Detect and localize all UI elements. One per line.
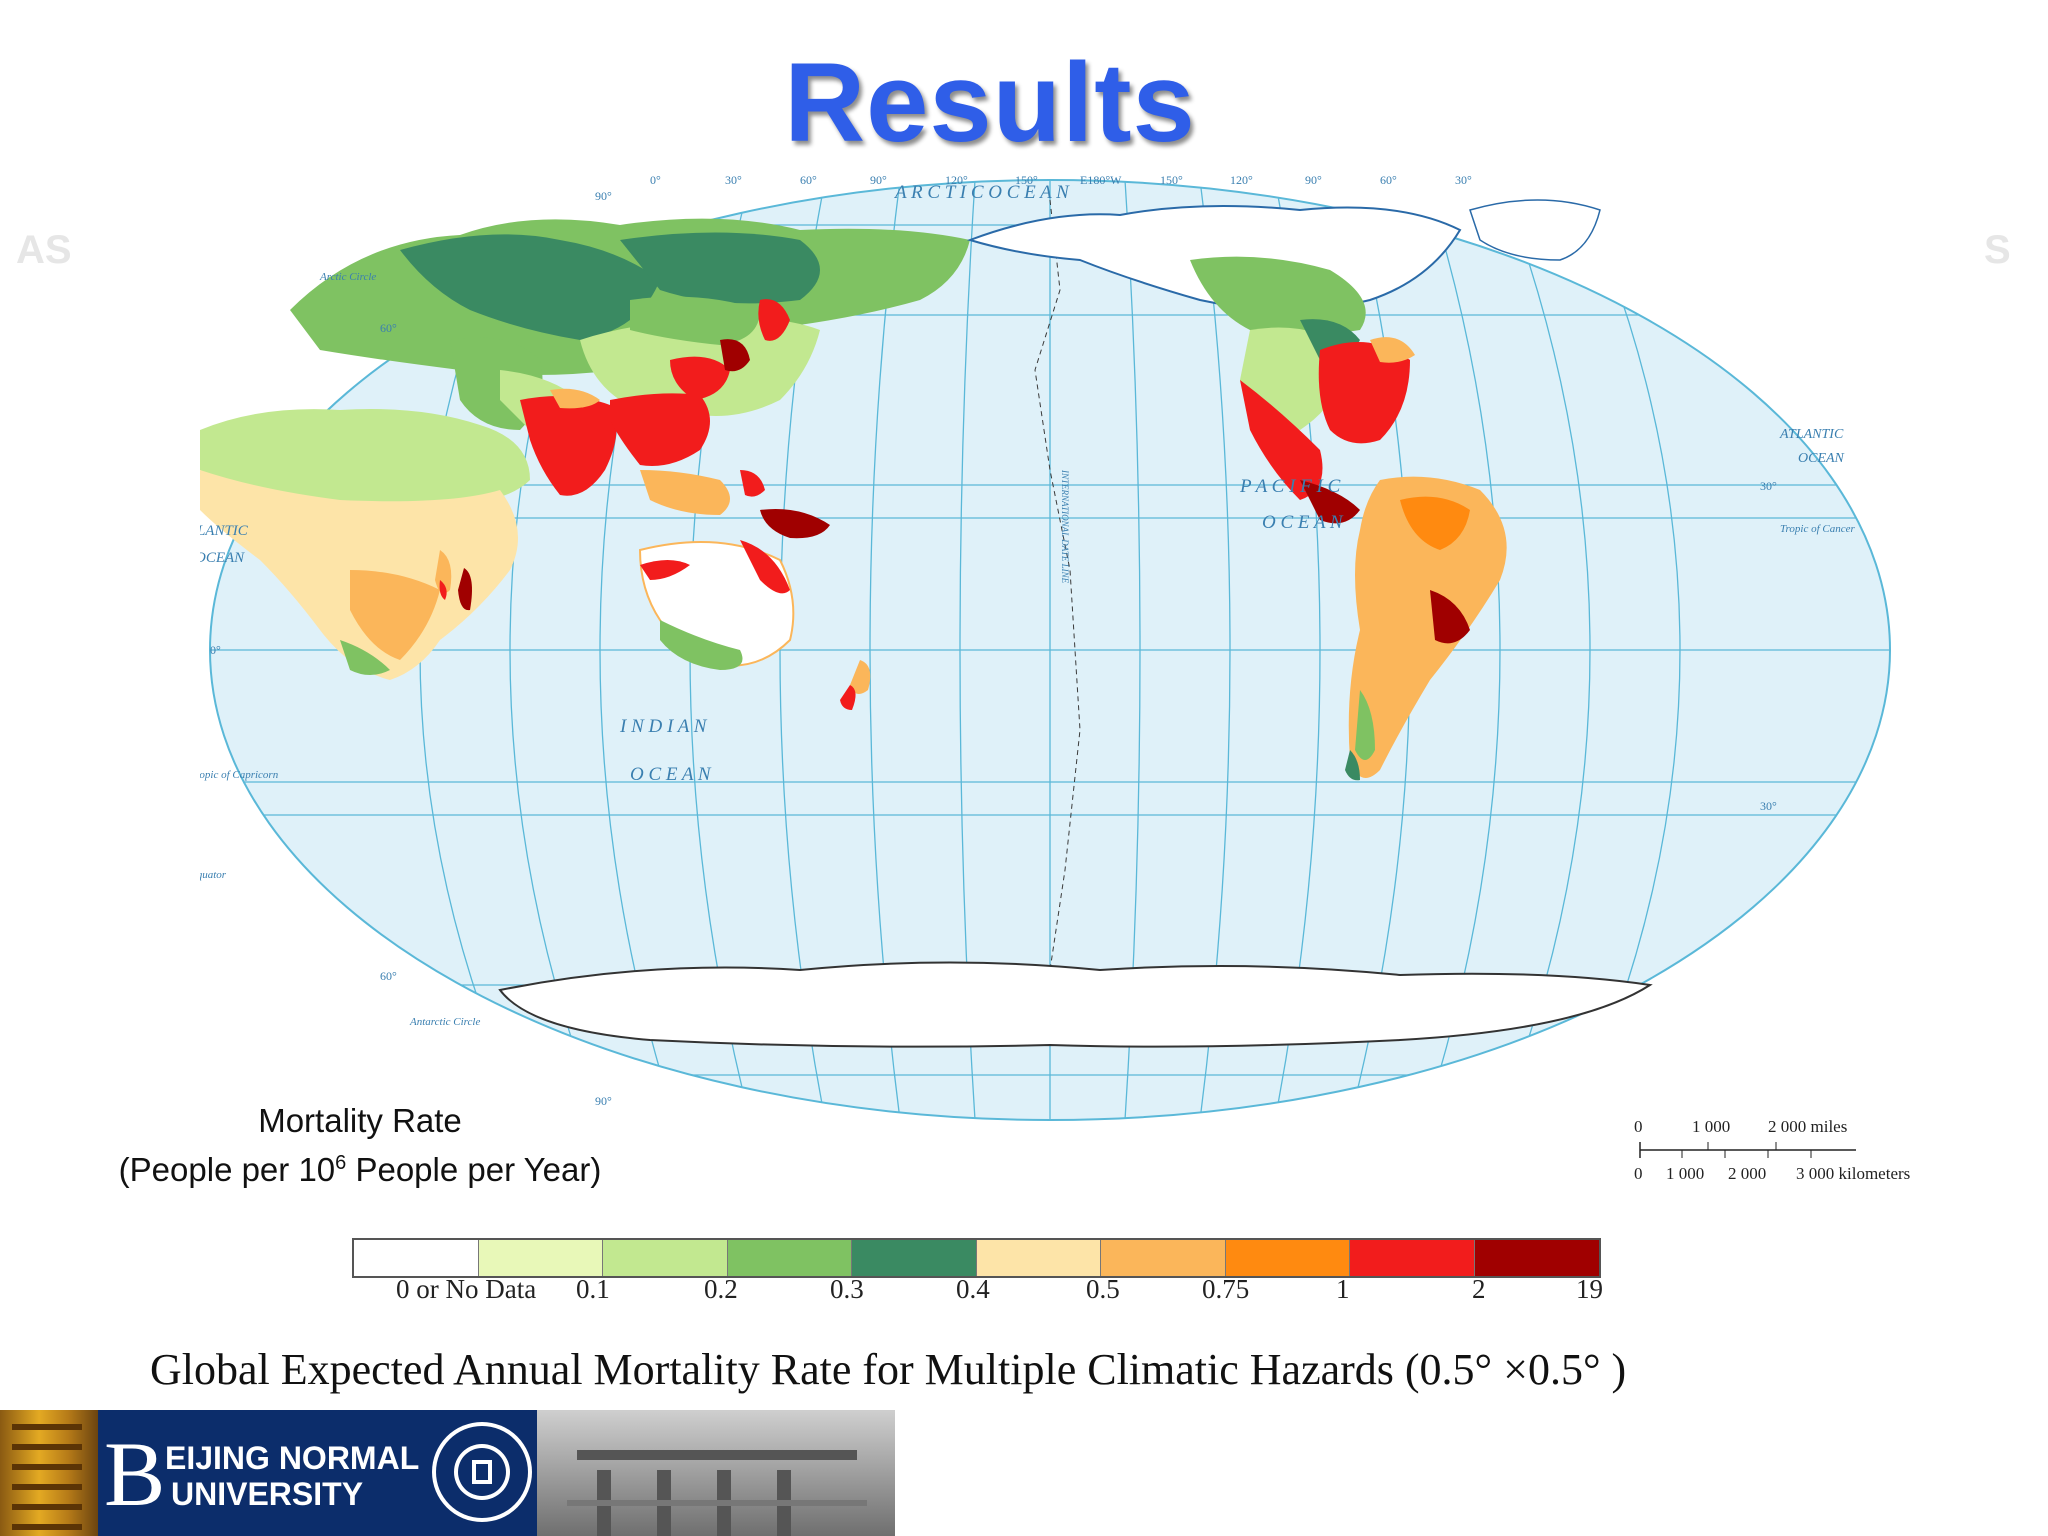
label-indian-ocean-2: O C E A N (630, 764, 712, 785)
color-legend-bar (352, 1238, 1601, 1278)
logo-initial: B (104, 1423, 166, 1525)
legend-class-5 (976, 1240, 1101, 1276)
scale-mi-0: 0 (1634, 1117, 1643, 1136)
greenland (1469, 199, 1601, 261)
longitude-label: E180°W (1080, 173, 1122, 187)
scale-km-1000: 1 000 (1666, 1164, 1704, 1183)
americas-landmass (966, 205, 1507, 781)
legend-class-3 (727, 1240, 852, 1276)
asia-landmass (520, 296, 871, 710)
antarctica (498, 961, 1653, 1048)
label-tropic-cancer: Tropic of Cancer (1780, 523, 1855, 535)
latitude-label: 0° (210, 643, 221, 657)
legend-class-0 (354, 1240, 479, 1276)
longitude-labels: 0° 30° 60° 90° 120° 150° E180°W 150° 120… (650, 173, 1472, 187)
legend-title-line1: Mortality Rate (258, 1102, 462, 1139)
legend-class-9 (1474, 1240, 1599, 1276)
scale-bar: 0 1 000 2 000 miles 0 1 000 2 000 3 000 … (1620, 1112, 1960, 1190)
label-atlantic-ocean-right-2: OCEAN (1798, 451, 1845, 466)
tower-image (0, 1410, 98, 1536)
latitude-label: 30° (1760, 479, 1777, 493)
ocean-labels: A R C T I C O C E A N P A C I F I C O C … (200, 182, 1845, 785)
scale-km-3000: 3 000 kilometers (1796, 1164, 1910, 1183)
africa-europe-landmass (200, 218, 970, 680)
line-labels: Arctic Circle Antarctic Circle Tropic of… (200, 271, 1855, 1028)
label-equator: Equator (200, 869, 227, 881)
university-logo-banner: B EIJING NORMAL UNIVERSITY (0, 1410, 537, 1536)
scale-km-2000: 2 000 (1728, 1164, 1766, 1183)
legend-tick: 0.75 (1202, 1274, 1250, 1304)
latitude-label: 90° (595, 189, 612, 203)
logo-name-line2: UNIVERSITY (171, 1476, 364, 1512)
longitude-label: 120° (1230, 173, 1253, 187)
latitude-label: 60° (380, 321, 397, 335)
slide-title: Results (784, 40, 1196, 165)
date-line (1034, 199, 1081, 971)
label-atlantic-ocean-left-1: ATLANTIC (200, 523, 249, 539)
legend-tick: 2 (1472, 1274, 1486, 1304)
legend-tick: 0.4 (956, 1274, 990, 1304)
longitude-label: 60° (1380, 173, 1397, 187)
logo-name-line1: EIJING NORMAL (165, 1440, 420, 1476)
legend-tick: 0.2 (704, 1274, 738, 1304)
longitude-label: 30° (725, 173, 742, 187)
label-antarctic-circle: Antarctic Circle (409, 1016, 480, 1028)
legend-tick: 19 (1576, 1274, 1603, 1304)
longitude-label: 150° (1015, 173, 1038, 187)
logo-name: EIJING NORMAL UNIVERSITY (165, 1440, 419, 1512)
legend-class-2 (603, 1240, 728, 1276)
label-date-line: INTERNATIONAL DATE LINE (1060, 469, 1070, 584)
scale-mi-2000: 2 000 miles (1768, 1117, 1847, 1136)
latitude-label: 60° (380, 969, 397, 983)
longitude-label: 30° (1455, 173, 1472, 187)
latitude-label: 30° (1760, 799, 1777, 813)
scale-km-0: 0 (1634, 1164, 1643, 1183)
legend-class-4 (852, 1240, 977, 1276)
ghost-text-right: S (1984, 228, 2011, 272)
world-mortality-map: A R C T I C O C E A N P A C I F I C O C … (200, 170, 1900, 1130)
map-svg: A R C T I C O C E A N P A C I F I C O C … (200, 173, 1891, 1121)
campus-photo (537, 1410, 895, 1536)
longitude-label: 0° (650, 173, 661, 187)
label-tropic-capricorn: Tropic of Capricorn (200, 769, 279, 781)
label-indian-ocean-1: I N D I A N (619, 716, 708, 737)
label-arctic-ocean: A R C T I C O C E A N (893, 182, 1070, 203)
legend-title: Mortality Rate (People per 106 People pe… (100, 1100, 620, 1191)
label-pacific-ocean-2: O C E A N (1262, 512, 1344, 533)
label-atlantic-ocean-left-2: OCEAN (200, 550, 245, 566)
university-seal-icon (432, 1422, 532, 1522)
legend-tick: 0 or No Data (396, 1274, 537, 1304)
longitude-label: 150° (1160, 173, 1183, 187)
latitude-labels: 90° 60° 30° 0° 30° 60° 90° (210, 189, 1777, 1108)
legend-tick: 1 (1336, 1274, 1350, 1304)
legend-tick: 0.3 (830, 1274, 864, 1304)
scale-bar-graphic: 0 1 000 2 000 miles 0 1 000 2 000 3 000 … (1634, 1117, 1910, 1183)
longitude-label: 90° (870, 173, 887, 187)
legend-tick: 0.5 (1086, 1274, 1120, 1304)
label-pacific-ocean-1: P A C I F I C (1239, 476, 1341, 497)
legend-tick-labels: 0 or No Data 0.1 0.2 0.3 0.4 0.5 0.75 1 … (352, 1274, 1603, 1314)
label-arctic-circle: Arctic Circle (319, 271, 376, 283)
latitude-label: 90° (595, 1094, 612, 1108)
ghost-text-left: AS (16, 228, 72, 272)
scale-mi-1000: 1 000 (1692, 1117, 1730, 1136)
legend-class-1 (478, 1240, 603, 1276)
longitude-label: 120° (945, 173, 968, 187)
map-caption: Global Expected Annual Mortality Rate fo… (150, 1345, 1627, 1394)
legend-tick: 0.1 (576, 1274, 610, 1304)
legend-class-6 (1101, 1240, 1226, 1276)
legend-class-7 (1225, 1240, 1350, 1276)
label-atlantic-ocean-right-1: ATLANTIC (1779, 427, 1844, 442)
legend-title-line2: (People per 106 People per Year) (118, 1151, 602, 1188)
longitude-label: 60° (800, 173, 817, 187)
legend-class-8 (1350, 1240, 1475, 1276)
longitude-label: 90° (1305, 173, 1322, 187)
